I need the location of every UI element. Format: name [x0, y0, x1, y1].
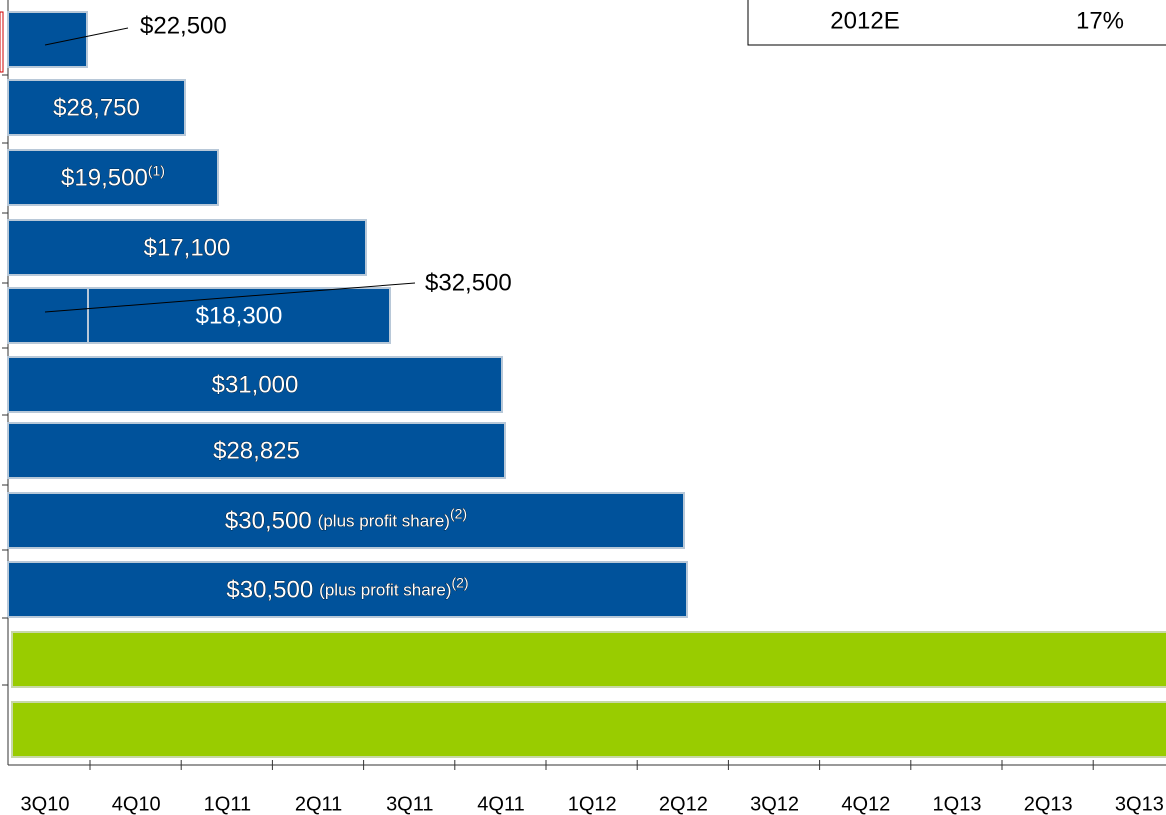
bar — [7, 356, 503, 413]
bar — [7, 79, 186, 136]
bar-label-note: (plus profit share) — [319, 581, 451, 600]
x-tick-label: 2Q12 — [659, 793, 708, 815]
bar-label: $28,750 — [53, 95, 140, 122]
bar — [7, 492, 685, 549]
bar — [11, 631, 1166, 688]
table-year: 2012E — [830, 7, 899, 34]
x-tick-label: 4Q12 — [841, 793, 890, 815]
bar-label: $30,500 (plus profit share)(2) — [226, 574, 468, 604]
bar-label-main: $30,500 — [226, 577, 313, 604]
x-tick-label: 4Q11 — [477, 793, 524, 815]
x-tick-label: 2Q11 — [295, 793, 342, 815]
leader-line — [44, 282, 416, 313]
bar-label-main: $31,000 — [212, 372, 299, 399]
bar — [7, 422, 506, 479]
x-tick-label: 3Q13 — [1115, 793, 1164, 815]
bar — [11, 701, 1166, 758]
bar-label: $31,000 — [212, 372, 299, 399]
x-tick-label: 1Q13 — [933, 793, 982, 815]
table-rate: 17% — [1076, 7, 1124, 34]
bar — [7, 561, 688, 618]
bar-label: $17,100 — [144, 235, 231, 262]
x-tick-label: 4Q10 — [112, 793, 161, 815]
x-tick-label: 1Q11 — [204, 793, 251, 815]
bar-label-main: $28,750 — [53, 95, 140, 122]
bar — [7, 287, 391, 344]
table-box — [747, 0, 1166, 46]
bar-label-sup: (2) — [450, 505, 467, 521]
bar-label-note: (plus profit share) — [318, 512, 450, 531]
x-tick-label: 3Q10 — [21, 793, 70, 815]
bar-label-main: $28,825 — [213, 438, 300, 465]
red-marker — [0, 11, 4, 73]
x-tick-label: 3Q11 — [386, 793, 433, 815]
bar-label: $22,500 — [140, 12, 227, 39]
bar-label-main: $18,300 — [196, 303, 283, 330]
bar — [7, 11, 88, 68]
bar-label: $28,825 — [213, 438, 300, 465]
bar-label: $18,300 — [196, 303, 283, 330]
bar — [7, 219, 367, 276]
bar-label-main: $30,500 — [225, 508, 312, 535]
bar-label-main: $17,100 — [144, 235, 231, 262]
x-tick-label: 1Q12 — [568, 793, 617, 815]
bar-label-sup: (2) — [451, 574, 468, 590]
x-tick-label: 2Q13 — [1024, 793, 1073, 815]
bar-label: $19,500(1) — [61, 162, 165, 192]
bar-label-main: $19,500 — [61, 165, 148, 192]
bar — [7, 149, 219, 206]
bar-label: $30,500 (plus profit share)(2) — [225, 505, 467, 535]
bar-outside-label: $32,500 — [425, 269, 512, 296]
x-tick-label: 3Q12 — [750, 793, 799, 815]
bar-label-sup: (1) — [148, 162, 165, 178]
leader-line — [44, 27, 129, 46]
